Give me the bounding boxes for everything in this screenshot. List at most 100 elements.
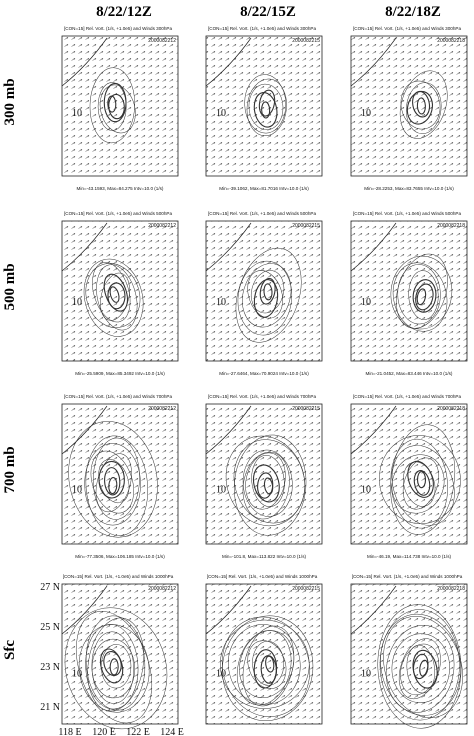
contour [89, 67, 135, 144]
plot-frame [61, 583, 179, 725]
contour [250, 270, 285, 314]
contour [258, 89, 276, 117]
coastline [350, 37, 397, 87]
panel-stamp: 2000082215 [292, 586, 320, 592]
contour [103, 273, 129, 312]
contour [85, 435, 148, 536]
coastline [205, 585, 252, 635]
contour [257, 472, 274, 499]
contour [95, 453, 132, 513]
contour [247, 640, 287, 689]
panel-header: [CON=15] Rel. Vort. (1/s, +1.0e5) and Wi… [353, 394, 461, 399]
contour [221, 616, 311, 717]
lon-label: 118 E [58, 727, 81, 736]
panel-header: [CON=15] Rel. Vort. (1/s, +1.0e5) and Wi… [208, 211, 316, 216]
contour [396, 253, 448, 329]
contour [92, 437, 140, 520]
panel-stamp: 2000082218 [437, 406, 465, 412]
contour [68, 421, 158, 538]
contour [108, 93, 125, 120]
lon-label: 120 E [92, 727, 116, 736]
contour [412, 279, 437, 313]
contour [416, 471, 427, 489]
contour [403, 461, 436, 507]
contour [242, 451, 290, 520]
contour-label: 10 [72, 669, 82, 680]
panel-header: [CON=15] Rel. Vort. (1/s, +1.0e5) and Wi… [352, 574, 463, 579]
panel-header: [CON=15] Rel. Vort. (1/s, +1.0e5) and Wi… [353, 26, 461, 31]
column-header: 8/22/18Z [385, 4, 441, 20]
contour [244, 74, 287, 134]
contour [85, 263, 141, 328]
contour [247, 270, 283, 319]
contour [104, 467, 121, 496]
panel-stamp: 2000082218 [437, 38, 465, 44]
contour [379, 609, 460, 721]
contour [400, 80, 441, 130]
contour [399, 70, 448, 139]
contour [84, 443, 141, 526]
panel-footer: Min=-39.1062, Max=81.7016 Intv=10.0 (1/s… [219, 186, 309, 191]
contour [109, 658, 119, 676]
panel-stamp: 2000082212 [148, 223, 176, 229]
contour-label: 10 [216, 669, 226, 680]
coastline [350, 222, 397, 272]
panel-stamp: 2000082215 [292, 406, 320, 412]
contour [98, 459, 130, 504]
contour [253, 279, 279, 318]
contour [236, 630, 292, 706]
contour [92, 262, 131, 323]
contour [400, 643, 440, 696]
contour [228, 624, 301, 705]
contour [412, 653, 429, 680]
contour-label: 10 [72, 484, 82, 495]
coastline [61, 405, 108, 455]
contour [100, 644, 132, 689]
plot-frame [61, 403, 179, 545]
contour-label: 10 [72, 108, 82, 119]
contour [415, 283, 434, 311]
panel-stamp: 2000082212 [148, 38, 176, 44]
contour [391, 633, 450, 703]
panel-footer: Min=-25.5909, Max=85.3492 Intv=10.0 (1/s… [75, 371, 165, 376]
contour [235, 247, 302, 343]
contour [406, 90, 433, 125]
panel-footer: Min=-43.1593, Max=84.275 Intv=10.0 (1/s) [77, 186, 164, 191]
lat-label: 21 N [40, 702, 60, 713]
contour [261, 101, 271, 119]
contour [413, 470, 431, 496]
contour [253, 92, 278, 128]
column-header: 8/22/15Z [240, 4, 296, 20]
row-label: 300 mb [2, 78, 18, 125]
plot-frame [205, 35, 323, 177]
panel-footer: Min=-77.3506, Max=106.185 Intv=10.0 (1/s… [75, 554, 165, 559]
plot-frame [350, 35, 468, 177]
panel-header: [CON=15] Rel. Vort. (1/s, +1.0e5) and Wi… [208, 26, 316, 31]
plot-frame [61, 220, 179, 362]
contour [408, 270, 439, 320]
panel-footer: Min=-28.2253, Max=83.7655 Intv=10.0 (1/s… [364, 186, 454, 191]
contour [91, 631, 134, 704]
contour [391, 445, 455, 526]
contour [242, 625, 295, 707]
coastline [205, 405, 252, 455]
contour [252, 464, 280, 503]
contour-label: 10 [361, 484, 371, 495]
lat-label: 25 N [40, 622, 60, 633]
panel-footer: Min=-46.19, Max=114.738 Intv=10.0 (1/s) [367, 554, 452, 559]
contour [83, 258, 144, 337]
contour [225, 435, 306, 527]
contour [248, 83, 284, 130]
contour [96, 264, 138, 331]
contour [107, 282, 126, 310]
contour [390, 438, 448, 529]
column-header: 8/22/12Z [96, 4, 152, 20]
contour [242, 263, 292, 328]
plot-frame [205, 403, 323, 545]
panel-footer: Min=-27.6464, Max=70.9024 Intv=10.0 (1/s… [219, 371, 309, 376]
contour [245, 452, 286, 510]
contour [412, 649, 438, 689]
contour [234, 434, 307, 536]
contour [391, 454, 445, 514]
contour [390, 255, 453, 330]
